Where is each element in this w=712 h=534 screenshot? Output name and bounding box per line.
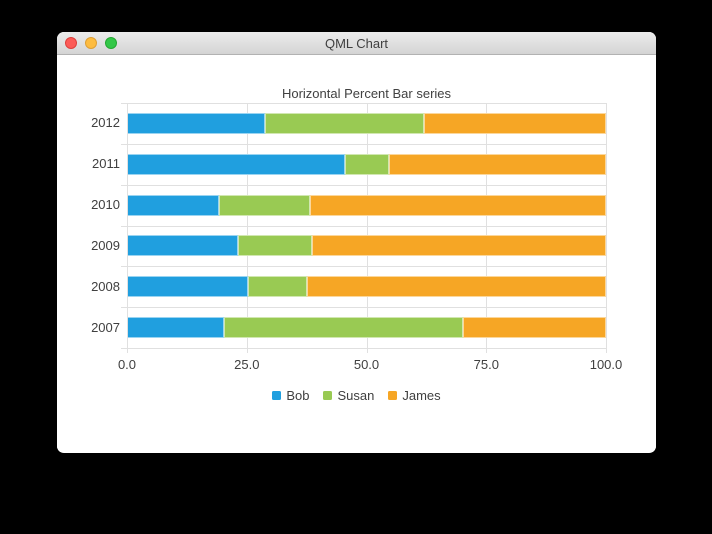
y-gridline	[121, 103, 606, 104]
bar-segment-james-2012[interactable]	[423, 112, 606, 134]
chart-title: Horizontal Percent Bar series	[281, 86, 452, 101]
x-gridline	[366, 103, 368, 353]
x-gridline	[127, 103, 128, 353]
legend-label-bob: Bob	[286, 388, 310, 403]
y-axis-label-2007: 2007	[91, 319, 120, 335]
titlebar[interactable]: QML Chart	[57, 32, 656, 55]
chart-view: Horizontal Percent Bar series 2012 2011 20…	[57, 55, 656, 452]
y-gridline	[121, 348, 606, 349]
y-gridline	[121, 225, 606, 227]
bar-segment-james-2008[interactable]	[307, 276, 606, 298]
x-gridline	[486, 103, 488, 353]
bar-row-2011	[128, 153, 606, 175]
legend-item-susan[interactable]: Susan	[323, 388, 374, 403]
legend-label-james: James	[402, 388, 441, 403]
x-axis-label-75.0: 75.0	[473, 357, 499, 372]
legend-label-susan: Susan	[337, 388, 375, 403]
legend-marker-bob	[272, 391, 282, 400]
bar-segment-susan-2007[interactable]	[223, 317, 463, 339]
y-axis-label-2009: 2009	[91, 237, 120, 253]
y-axis-label-2012: 2012	[91, 115, 120, 131]
bar-segment-susan-2010[interactable]	[219, 194, 311, 216]
qml-chart-window: QML Chart Horizontal Percent Bar series …	[57, 32, 656, 453]
bar-segment-susan-2008[interactable]	[247, 276, 308, 298]
legend-marker-james	[388, 391, 398, 400]
bar-row-2008	[128, 276, 606, 298]
bar-segment-james-2011[interactable]	[388, 153, 606, 175]
bar-segment-susan-2012[interactable]	[264, 112, 424, 134]
x-axis-label-100.0: 100.0	[589, 357, 623, 372]
bar-segment-james-2010[interactable]	[310, 194, 606, 216]
bar-segment-bob-2009[interactable]	[128, 235, 239, 257]
bar-segment-james-2009[interactable]	[311, 235, 606, 257]
x-axis-label-25.0: 25.0	[234, 357, 260, 372]
y-gridline	[121, 143, 606, 145]
y-gridline	[121, 184, 606, 186]
zoom-button[interactable]	[105, 37, 117, 49]
bar-segment-bob-2007[interactable]	[128, 317, 224, 339]
legend-marker-susan	[323, 391, 333, 400]
x-gridline	[606, 103, 607, 353]
plot-area	[121, 103, 607, 353]
bar-segment-susan-2011[interactable]	[345, 153, 389, 175]
y-axis-label-2011: 2011	[92, 156, 120, 172]
window-title: QML Chart	[324, 35, 389, 51]
window-controls	[65, 37, 117, 49]
bar-row-2012	[128, 112, 606, 134]
bar-row-2007	[128, 317, 606, 339]
x-axis-label-50.0: 50.0	[353, 357, 380, 372]
y-axis-label-2010: 2010	[91, 197, 120, 213]
y-axis-label-2008: 2008	[91, 278, 120, 294]
close-button[interactable]	[65, 37, 77, 49]
bar-segment-susan-2009[interactable]	[238, 235, 312, 257]
bar-row-2010	[128, 194, 606, 216]
y-gridline	[121, 266, 606, 268]
bar-segment-bob-2008[interactable]	[128, 276, 248, 298]
legend-item-bob[interactable]: Bob	[272, 388, 309, 403]
legend: Bob Susan James	[57, 388, 656, 403]
bar-row-2009	[128, 235, 606, 257]
x-gridline	[246, 103, 248, 353]
minimize-button[interactable]	[85, 37, 97, 49]
bar-segment-james-2007[interactable]	[462, 317, 606, 339]
y-gridline	[121, 307, 606, 309]
bar-segment-bob-2011[interactable]	[128, 153, 346, 175]
bar-segment-bob-2012[interactable]	[128, 112, 265, 134]
legend-item-james[interactable]: James	[388, 388, 441, 403]
x-axis-label-0.0: 0.0	[117, 357, 137, 372]
bar-segment-bob-2010[interactable]	[128, 194, 220, 216]
